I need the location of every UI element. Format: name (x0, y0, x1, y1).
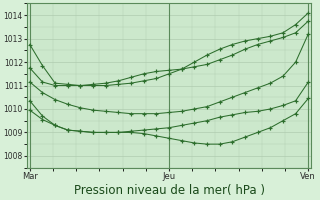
X-axis label: Pression niveau de la mer( hPa ): Pression niveau de la mer( hPa ) (74, 184, 265, 197)
